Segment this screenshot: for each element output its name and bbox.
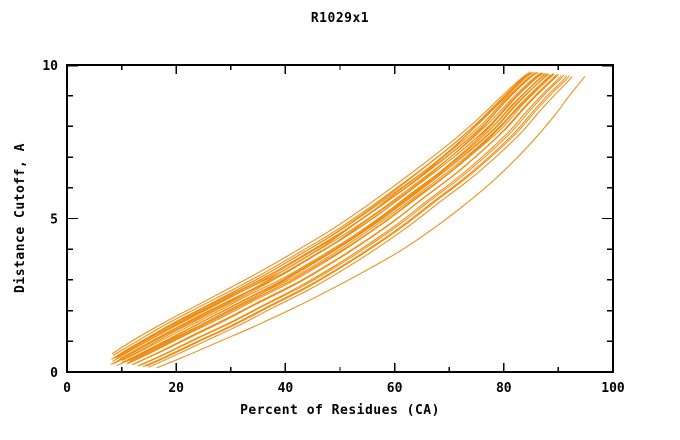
y-axis-tick-labels: 0 5 10: [42, 59, 58, 381]
y-tick-label: 0: [50, 366, 58, 381]
x-tick-label: 20: [168, 381, 184, 396]
y-axis-title: Distance Cutoff, A: [13, 143, 28, 293]
x-tick-label: 60: [387, 381, 403, 396]
data-curve: [133, 74, 558, 365]
x-tick-label: 40: [278, 381, 294, 396]
data-curve: [137, 75, 562, 367]
data-curve: [145, 75, 570, 367]
x-axis-tick-labels: 0 20 40 60 80 100: [63, 381, 625, 396]
chart-title: R1029x1: [310, 11, 370, 26]
data-curve: [116, 72, 537, 357]
data-curve: [110, 74, 528, 365]
y-tick-label: 5: [50, 213, 58, 228]
x-tick-label: 100: [601, 381, 625, 396]
x-axis-title: Percent of Residues (CA): [240, 403, 440, 418]
data-curve: [127, 74, 553, 364]
data-series-group: [110, 71, 586, 369]
x-axis-ticks: [120, 65, 560, 372]
data-curve: [156, 76, 586, 369]
data-curve: [119, 72, 544, 360]
data-curve: [140, 74, 565, 366]
data-curve: [142, 75, 568, 367]
data-curve: [148, 76, 573, 368]
x-tick-label: 80: [496, 381, 512, 396]
data-curve: [111, 72, 531, 360]
data-curve: [111, 71, 532, 355]
y-tick-label: 10: [42, 59, 58, 74]
y-axis-ticks: [67, 65, 613, 342]
data-curve: [117, 72, 542, 358]
data-curve: [122, 73, 547, 361]
plot-frame: [66, 64, 614, 373]
data-curve: [113, 73, 535, 364]
data-curve: [118, 72, 543, 361]
data-curve: [112, 71, 534, 356]
x-tick-label: 0: [63, 381, 71, 396]
data-curve: [112, 73, 532, 362]
data-curve: [129, 73, 554, 362]
data-curve: [125, 73, 550, 363]
